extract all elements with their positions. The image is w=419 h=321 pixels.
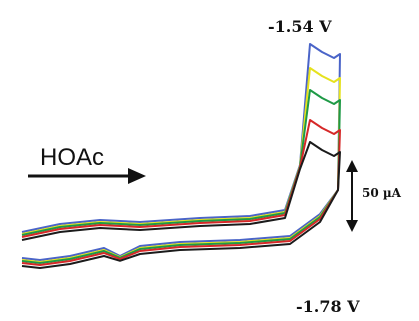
scale-bar	[346, 160, 358, 232]
voltammogram-trace	[21, 119, 341, 266]
hoac-label: HOAc	[40, 144, 104, 171]
voltammogram-trace	[21, 43, 341, 261]
hoac-arrow	[28, 168, 146, 184]
voltammogram-trace	[21, 141, 341, 269]
peak-potential-label: -1.54 V	[268, 17, 332, 36]
bottom-potential-label: -1.78 V	[296, 297, 360, 316]
voltammogram-trace	[21, 89, 341, 264]
voltammogram-curves	[21, 43, 341, 269]
scale-bar-label: 50 µA	[362, 186, 402, 200]
